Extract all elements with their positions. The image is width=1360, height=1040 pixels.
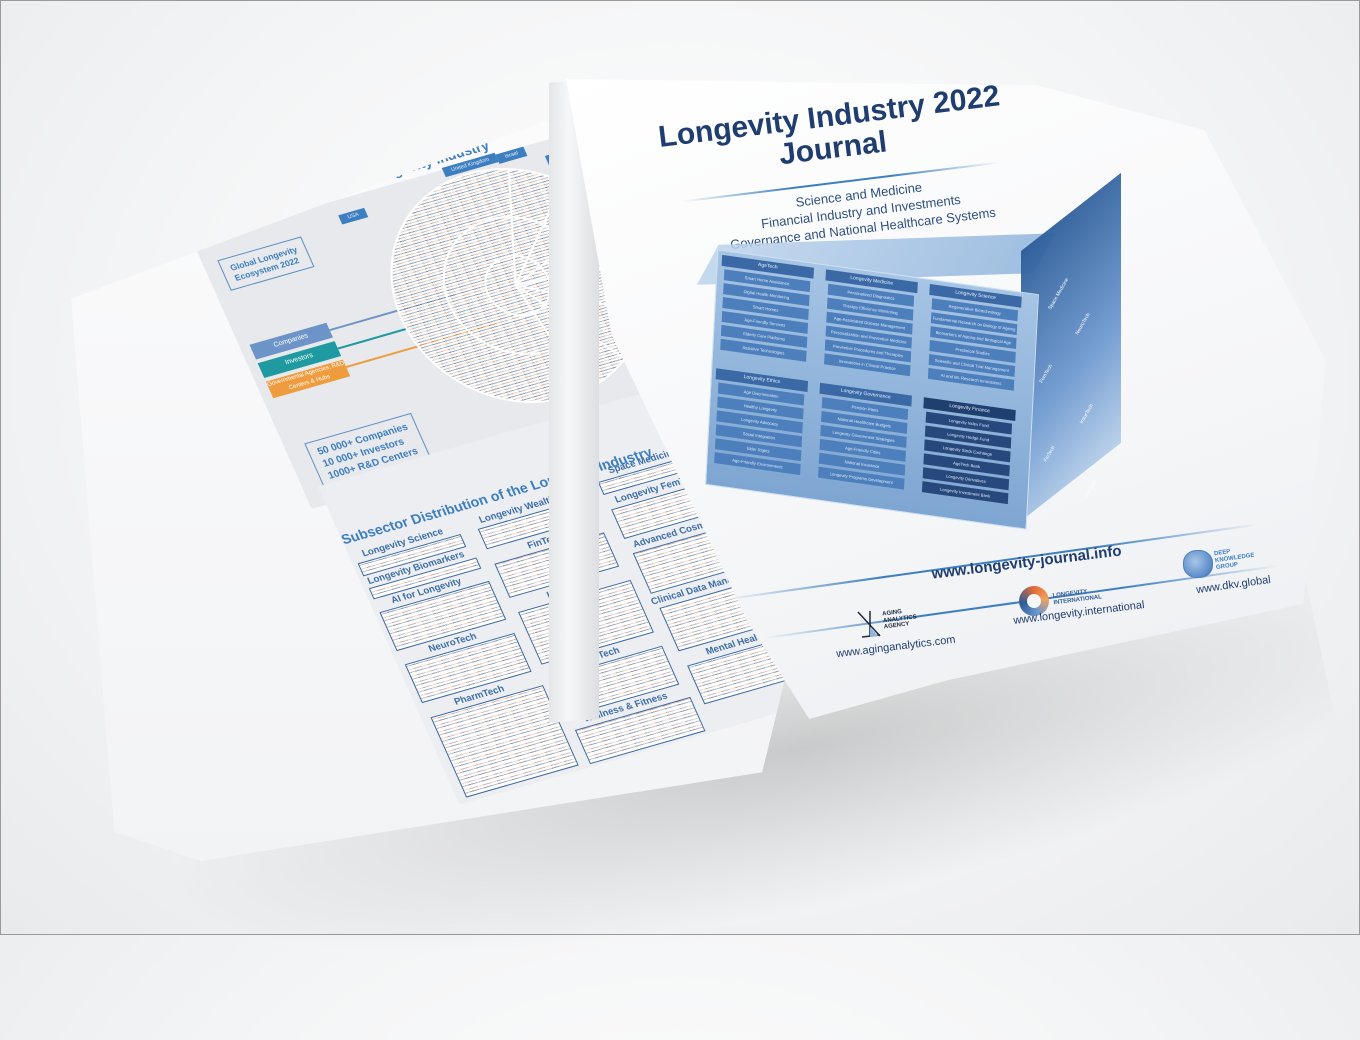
cube-column-longevity-governance: Longevity Governance Pension Plans Natio… xyxy=(815,382,912,493)
cube-column-longevity-ethics: Longevity Ethics Age Discrimination Heal… xyxy=(711,368,809,478)
cube-column-longevity-medicine: Longevity Medicine Personalized Diagnost… xyxy=(821,269,918,379)
longevity-cube-graphic: AgeTech Smart Home Assistance Digital He… xyxy=(696,172,1121,531)
cube-front-face: AgeTech Smart Home Assistance Digital He… xyxy=(705,249,1039,530)
cube-column-agetech: AgeTech Smart Home Assistance Digital He… xyxy=(717,254,815,365)
longevity-international-logo-icon xyxy=(1019,586,1049,616)
aging-analytics-logo-icon xyxy=(857,611,881,638)
cube-column-longevity-finance: Longevity Finance Longevity Index Fund L… xyxy=(919,397,1016,507)
cube-side-label: AgeTech xyxy=(1083,479,1099,499)
deep-knowledge-brain-icon xyxy=(1183,550,1213,578)
cube-column-longevity-science: Longevity Science Regenerative Biotechno… xyxy=(925,283,1022,394)
